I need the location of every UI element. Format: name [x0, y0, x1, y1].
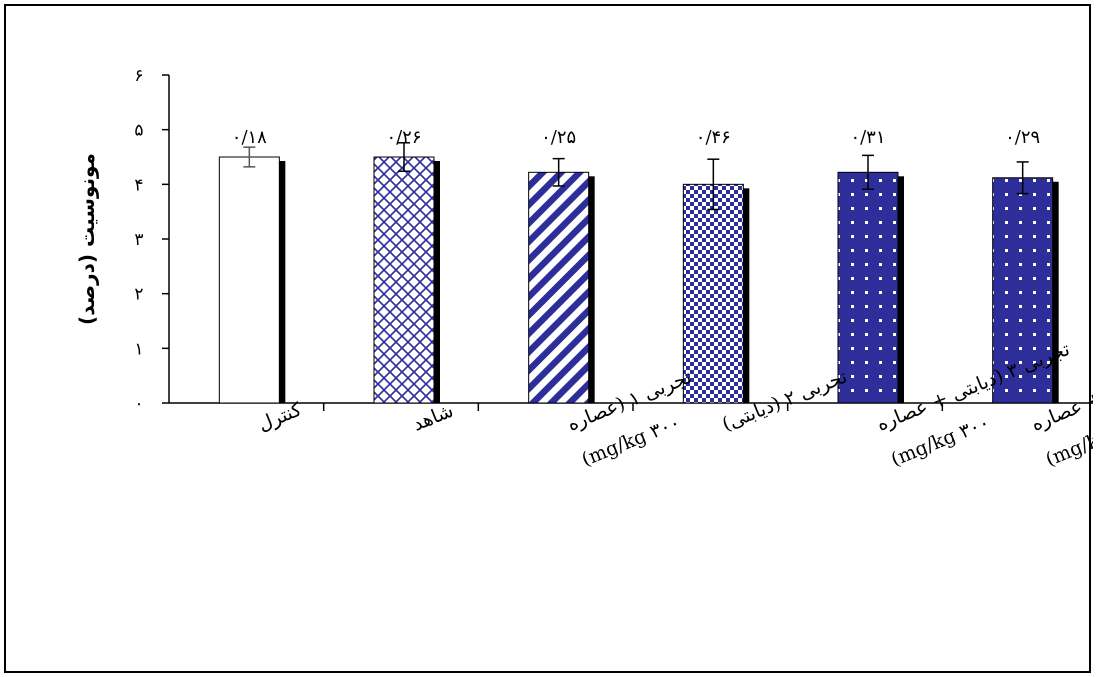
y-tick-label: ۳ [134, 230, 143, 250]
bar [682, 183, 744, 404]
bar [528, 171, 590, 404]
data-label: ۰/۱۸ [232, 127, 267, 148]
y-axis-label: مونوسیت (درصد) [75, 153, 99, 325]
data-labels-group: ۰/۱۸ ۰/۲۶ ۰/۲۵ ۰/۴۶ ۰/۳۱ ۰/۲۹ [232, 127, 1040, 148]
data-label: ۰/۲۶ [386, 127, 421, 148]
category-label-line1: شاهد [410, 400, 457, 436]
bar [218, 156, 280, 404]
category-label: شاهد [410, 400, 457, 436]
y-ticks-group: ۰ ۱ ۲ ۳ ۴ ۵ ۶ [134, 66, 169, 414]
data-label: ۰/۲۹ [1005, 127, 1040, 148]
axes-group [168, 75, 1093, 404]
y-tick-label: ۲ [134, 285, 143, 305]
data-label: ۰/۲۵ [541, 127, 576, 148]
y-tick-label: ۴ [134, 175, 143, 195]
y-tick-label: ۵ [134, 121, 143, 141]
bar [837, 171, 899, 404]
bar [373, 156, 435, 404]
y-tick-label: ۶ [134, 66, 143, 86]
data-label: ۰/۳۱ [850, 127, 885, 148]
data-label: ۰/۴۶ [696, 127, 731, 148]
error-bars-group [243, 142, 1029, 211]
y-tick-label: ۱ [134, 339, 143, 359]
bar [992, 177, 1054, 404]
y-tick-label: ۰ [134, 394, 143, 414]
bars-group [218, 156, 1059, 404]
x-ticks-group [322, 403, 944, 411]
